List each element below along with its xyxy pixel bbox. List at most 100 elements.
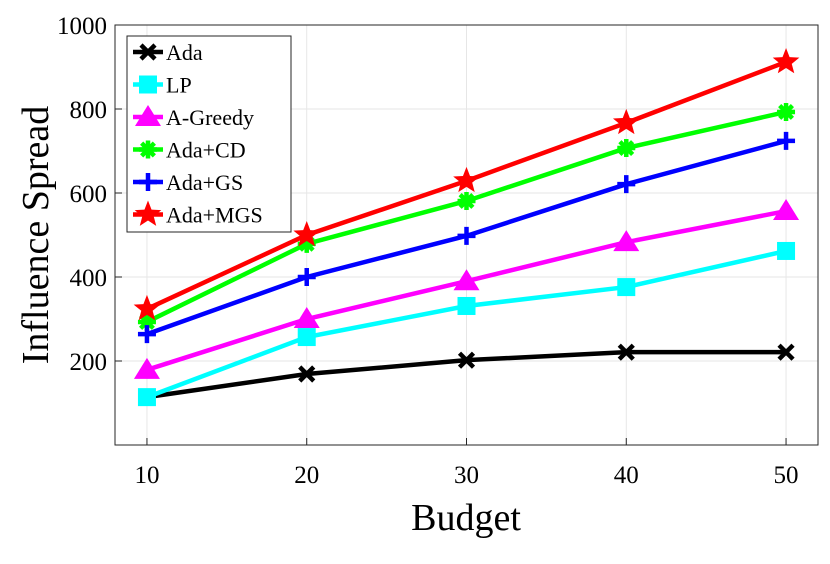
square-mark [777,241,796,260]
asterisk-core [143,144,153,155]
legend-item: Ada [133,40,203,65]
star-mark [612,108,640,135]
plus-mark [297,268,316,286]
plus-mark [457,226,476,245]
x-axis-label: Budget [411,497,521,539]
triangle-mark [613,230,640,252]
star-marker [612,108,640,135]
plus-mark [617,175,636,194]
asterisk-core [621,143,632,154]
series-group [133,47,800,407]
star-marker [772,47,800,74]
asterisk-core [141,316,152,327]
legend-label: Ada+GS [166,170,243,195]
square-mark [617,278,636,297]
x-mark [777,343,795,361]
legend-label: Ada [166,40,203,65]
triangle-marker [293,307,320,328]
asterisk-marker [139,140,157,159]
star-mark [772,47,800,74]
legend-item: Ada+CD [133,138,246,163]
legend: Ada LP A-Greedy Ada+CD Ada+GS Ada+MGS [126,35,292,233]
triangle-marker [135,105,161,126]
triangle-mark [133,357,160,379]
square-marker [137,388,156,407]
plus-mark [139,173,157,191]
star-mark [293,221,321,247]
asterisk-core [781,106,792,117]
plus-marker [617,175,636,194]
x-tick-label: 50 [774,462,799,489]
star-marker [453,166,480,193]
y-tick-label: 800 [70,97,108,124]
series-ada-gs [137,131,796,344]
triangle-marker [773,199,800,221]
star-marker [293,221,321,247]
legend-box [126,35,292,233]
x-mark [139,43,157,61]
plus-marker [139,173,157,191]
star-mark [134,200,162,226]
square-mark [297,328,316,347]
triangle-mark [773,199,800,221]
star-marker [133,294,161,321]
x-tick-label: 10 [134,462,159,489]
legend-label: A-Greedy [166,105,254,130]
legend-label: LP [166,73,192,98]
asterisk-marker [457,191,476,210]
plus-marker [457,226,476,245]
x-tick-label: 40 [614,462,639,489]
x-marker [617,343,635,361]
square-marker [457,296,476,315]
legend-item: LP [133,73,192,98]
legend-item: Ada+GS [133,170,243,195]
triangle-marker [453,269,480,291]
square-marker [297,328,316,347]
y-axis-label: Influence Spread [15,106,57,365]
axis-ticks: 10 20 30 40 50 200 400 600 800 1000 [57,13,799,489]
series-a-greedy [133,199,800,379]
square-marker [139,75,157,94]
asterisk-core [461,195,472,206]
y-tick-label: 1000 [57,13,107,40]
triangle-marker [133,357,160,379]
square-mark [457,296,476,315]
x-marker [777,343,795,361]
legend-item: Ada+MGS [133,200,263,228]
asterisk-marker [617,139,636,158]
y-tick-label: 200 [70,349,108,376]
star-mark [453,166,480,193]
asterisk-marker [137,312,156,331]
series-ada-mgs [133,47,800,321]
star-marker [134,200,162,226]
square-mark [137,388,156,407]
plus-mark [777,131,796,150]
x-marker [298,365,316,383]
plus-marker [137,325,156,344]
x-mark [617,343,635,361]
legend-label: Ada+CD [166,138,246,163]
triangle-mark [135,105,161,126]
series-lp [137,241,796,407]
x-marker [457,351,476,369]
x-mark [457,351,476,369]
x-tick-label: 20 [294,462,319,489]
y-tick-label: 600 [70,181,108,208]
plus-marker [297,268,316,286]
triangle-mark [453,269,480,291]
x-mark [298,365,316,383]
x-tick-label: 30 [454,462,479,489]
y-tick-label: 400 [70,265,108,292]
triangle-mark [293,307,320,328]
asterisk-marker [777,102,796,121]
legend-label: Ada+MGS [166,203,263,228]
triangle-marker [613,230,640,252]
square-mark [139,75,157,94]
square-marker [777,241,796,260]
plus-marker [777,131,796,150]
series-ada [138,343,795,406]
plus-mark [137,325,156,344]
star-mark [133,294,161,321]
square-marker [617,278,636,297]
